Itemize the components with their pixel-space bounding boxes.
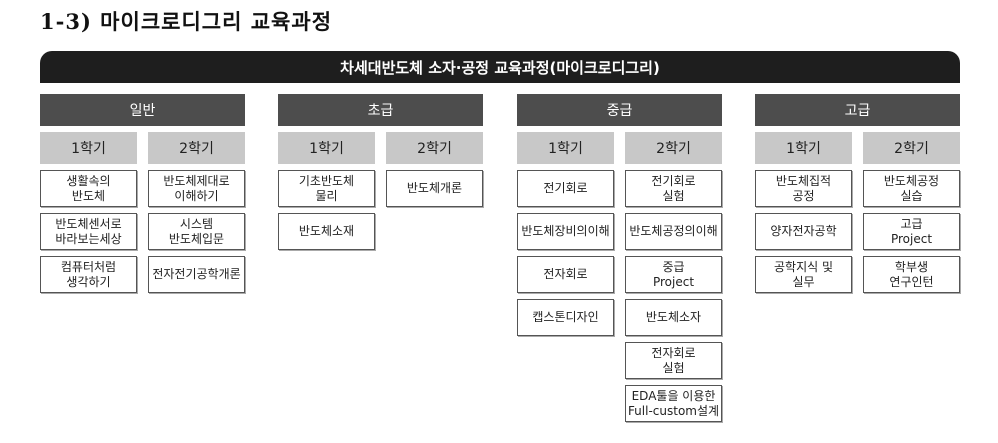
- course-box: 전자회로: [517, 256, 614, 293]
- semester-header: 2학기: [148, 132, 245, 164]
- semester-header: 1학기: [517, 132, 614, 164]
- level-header: 일반: [40, 94, 245, 126]
- course-box: 반도체소자: [625, 299, 722, 336]
- semester-header: 2학기: [863, 132, 960, 164]
- page-title: 1-3) 마이크로디그리 교육과정: [40, 9, 333, 34]
- course-box: 양자전자공학: [755, 213, 852, 250]
- course-box: 중급 Project: [625, 256, 722, 293]
- curriculum-banner: 차세대반도체 소자·공정 교육과정(마이크로디그리): [40, 51, 960, 83]
- course-box: 반도체소재: [278, 213, 375, 250]
- semester-header: 2학기: [386, 132, 483, 164]
- course-box: 생활속의 반도체: [40, 170, 137, 207]
- course-box: 전자회로 실험: [625, 342, 722, 379]
- level-header: 초급: [278, 94, 483, 126]
- course-box: 공학지식 및 실무: [755, 256, 852, 293]
- course-box: 전자전기공학개론: [148, 256, 245, 293]
- course-box: 반도체공정의이해: [625, 213, 722, 250]
- level-header: 고급: [755, 94, 960, 126]
- course-box: 반도체개론: [386, 170, 483, 207]
- course-box: 컴퓨터처럼 생각하기: [40, 256, 137, 293]
- level-header: 중급: [517, 94, 722, 126]
- course-box: 반도체집적 공정: [755, 170, 852, 207]
- course-box: 반도체센서로 바라보는세상: [40, 213, 137, 250]
- semester-header: 1학기: [40, 132, 137, 164]
- course-box: 시스템 반도체입문: [148, 213, 245, 250]
- semester-header: 1학기: [278, 132, 375, 164]
- semester-header: 1학기: [755, 132, 852, 164]
- course-box: 고급 Project: [863, 213, 960, 250]
- course-box: 기초반도체 물리: [278, 170, 375, 207]
- course-box: 학부생 연구인턴: [863, 256, 960, 293]
- course-box: EDA툴을 이용한 Full-custom설계: [625, 385, 722, 422]
- semester-header: 2학기: [625, 132, 722, 164]
- course-box: 전기회로: [517, 170, 614, 207]
- course-box: 반도체장비의이해: [517, 213, 614, 250]
- course-box: 반도체제대로 이해하기: [148, 170, 245, 207]
- course-box: 반도체공정 실습: [863, 170, 960, 207]
- course-box: 전기회로 실험: [625, 170, 722, 207]
- course-box: 캡스톤디자인: [517, 299, 614, 336]
